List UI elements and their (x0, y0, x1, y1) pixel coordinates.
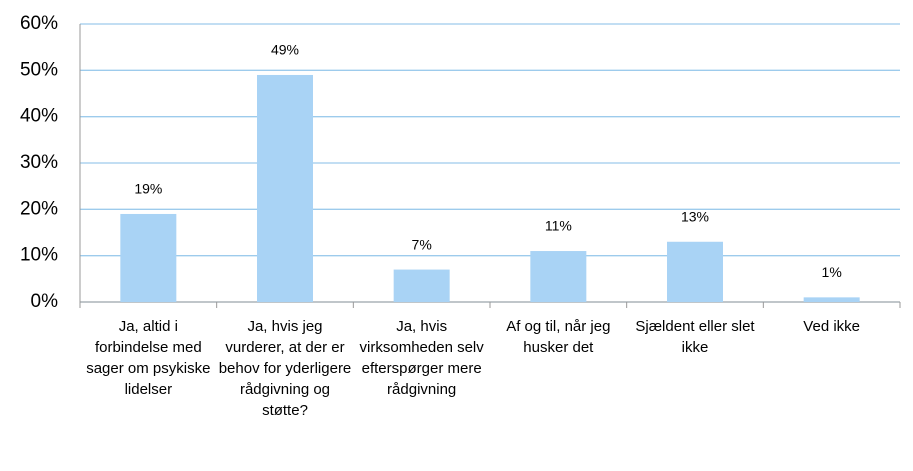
y-tick-label: 10% (20, 245, 58, 266)
x-tick-label: Ja, hvis virksomheden selv efterspørger … (359, 318, 484, 398)
x-tick-label: Sjældent eller slet ikke (635, 318, 755, 356)
bar (530, 251, 587, 302)
x-tick-label: Ja, altid i forbindelse med sager om psy… (86, 318, 211, 398)
y-tick-label: 60% (20, 13, 58, 34)
y-tick-label: 30% (20, 152, 58, 173)
value-label: 13% (681, 208, 709, 224)
bar (120, 213, 177, 302)
value-label: 7% (412, 236, 432, 252)
y-tick-label: 40% (20, 106, 58, 127)
y-tick-label: 0% (31, 291, 59, 312)
value-label: 1% (822, 264, 842, 280)
value-label: 11% (545, 218, 572, 234)
bar (667, 241, 723, 302)
bar (803, 297, 860, 302)
bar (257, 74, 313, 302)
value-label: 49% (271, 42, 299, 58)
bar (393, 269, 450, 302)
x-tick-label: Ja, hvis jeg vurderer, at der er behov f… (218, 318, 352, 419)
y-tick-label: 50% (20, 59, 58, 80)
value-label: 19% (134, 181, 162, 197)
x-tick-label: Ved ikke (803, 318, 861, 335)
y-tick-label: 20% (20, 198, 58, 219)
x-tick-label: Af og til, når jeg husker det (506, 318, 611, 356)
